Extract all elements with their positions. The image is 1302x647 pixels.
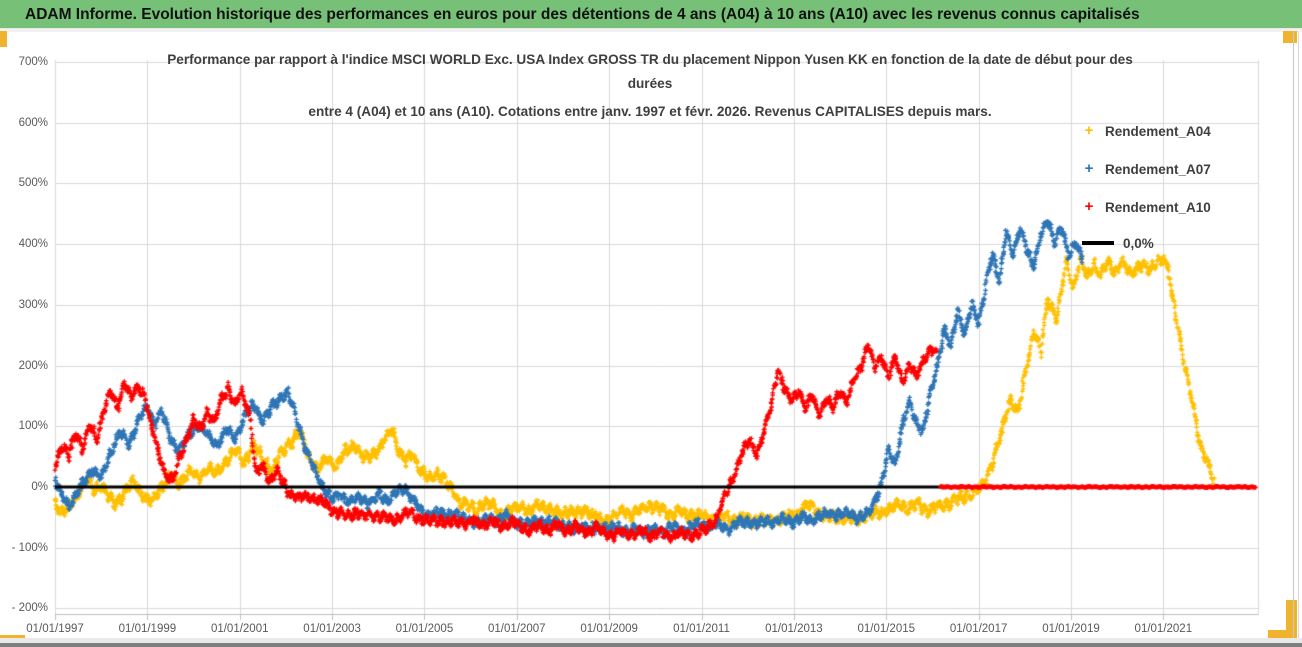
y-tick-label: 200%: [18, 359, 48, 372]
x-tick-label: 01/01/2011: [673, 623, 730, 635]
plus-marker-icon: +: [1084, 160, 1094, 177]
line-swatch-icon: [1082, 241, 1114, 245]
title-bar-divider: [0, 29, 1302, 32]
legend-label: 0,0%: [1123, 235, 1154, 251]
x-tick-label: 01/01/2001: [210, 623, 269, 635]
legend-label: Rendement_A07: [1105, 161, 1211, 177]
x-tick-label: 01/01/1999: [118, 623, 177, 635]
x-tick-label: 01/01/2019: [1042, 623, 1100, 635]
y-tick-label: - 200%: [11, 602, 48, 615]
legend-item-rendement-a07[interactable]: + Rendement_A07: [1082, 161, 1211, 177]
y-tick-label: 500%: [18, 177, 48, 190]
x-tick-label: 01/01/2021: [1134, 623, 1193, 635]
y-tick-label: 100%: [18, 420, 48, 433]
chart-title-line-2: durées: [627, 76, 673, 91]
legend-item-zero-line[interactable]: 0,0%: [1082, 235, 1154, 251]
legend-item-rendement-a10[interactable]: + Rendement_A10: [1082, 199, 1211, 215]
y-tick-label: 400%: [18, 238, 48, 251]
plus-marker-icon: +: [1084, 198, 1094, 215]
y-tick-label: 600%: [18, 116, 48, 129]
plus-marker-icon: +: [1084, 122, 1094, 139]
gold-frame-bottom-right: [1268, 630, 1297, 638]
chart-title-line-1: Performance par rapport à l'indice MSCI …: [167, 52, 1133, 67]
gold-frame-right: [1286, 600, 1297, 638]
y-tick-label: 0%: [31, 480, 48, 493]
gold-frame-top-right: [1283, 31, 1297, 43]
legend-label: Rendement_A10: [1105, 199, 1211, 215]
y-tick-label: 700%: [18, 56, 48, 68]
legend-item-rendement-a04[interactable]: + Rendement_A04: [1082, 123, 1211, 139]
x-tick-label: 01/01/2017: [949, 623, 1008, 635]
legend-label: Rendement_A04: [1105, 123, 1211, 139]
x-tick-label: 01/01/2003: [303, 623, 361, 635]
x-tick-label: 01/01/2005: [395, 623, 454, 635]
window-bottom-border: [0, 643, 1302, 647]
x-tick-label: 01/01/1997: [26, 623, 84, 635]
bottom-scroll-strip: [0, 638, 1302, 643]
sheet-title-bar: ADAM Informe. Evolution historique des p…: [0, 0, 1302, 29]
x-tick-label: 01/01/2009: [580, 623, 638, 635]
window-edge: [1298, 31, 1299, 641]
x-tick-label: 01/01/2015: [857, 623, 916, 635]
gold-frame-top-left: [0, 31, 7, 47]
y-tick-label: 300%: [18, 298, 48, 311]
chart-title-line-3: entre 4 (A04) et 10 ans (A10). Cotations…: [308, 104, 992, 119]
window-edge: [1293, 31, 1294, 641]
y-tick-label: - 100%: [11, 541, 48, 554]
x-tick-label: 01/01/2013: [765, 623, 823, 635]
x-tick-label: 01/01/2007: [488, 623, 546, 635]
